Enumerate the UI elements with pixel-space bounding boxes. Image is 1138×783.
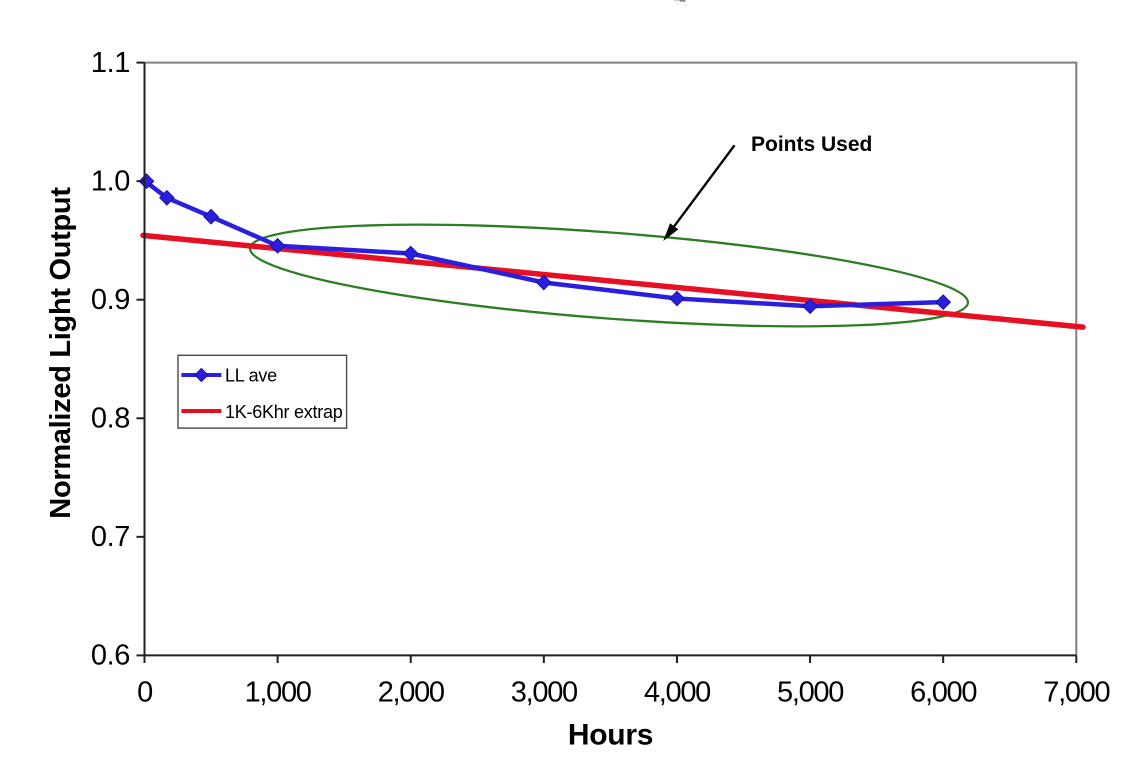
svg-text:0.8: 0.8	[91, 403, 130, 435]
svg-text:2,000: 2,000	[378, 677, 444, 709]
svg-text:Points Used: Points Used	[751, 133, 872, 156]
svg-text:0: 0	[137, 677, 152, 709]
svg-text:4,000: 4,000	[644, 677, 710, 709]
svg-text:7,000: 7,000	[1043, 677, 1109, 709]
svg-text:5,000: 5,000	[777, 677, 843, 709]
svg-text:1.0: 1.0	[91, 165, 130, 197]
svg-text:0.9: 0.9	[91, 284, 130, 316]
svg-text:Normalized Light Output: Normalized Light Output	[45, 187, 77, 519]
svg-text:1.1: 1.1	[91, 47, 130, 79]
svg-text:3,000: 3,000	[511, 677, 577, 709]
svg-text:0.6: 0.6	[91, 640, 130, 672]
svg-text:1K-6Khr extrap: 1K-6Khr extrap	[225, 402, 343, 422]
svg-text:LL ave: LL ave	[225, 366, 277, 386]
svg-text:6,000: 6,000	[910, 677, 976, 709]
svg-text:1,000: 1,000	[245, 677, 311, 709]
svg-text:Hours: Hours	[568, 719, 653, 752]
svg-text:0.7: 0.7	[91, 521, 130, 553]
